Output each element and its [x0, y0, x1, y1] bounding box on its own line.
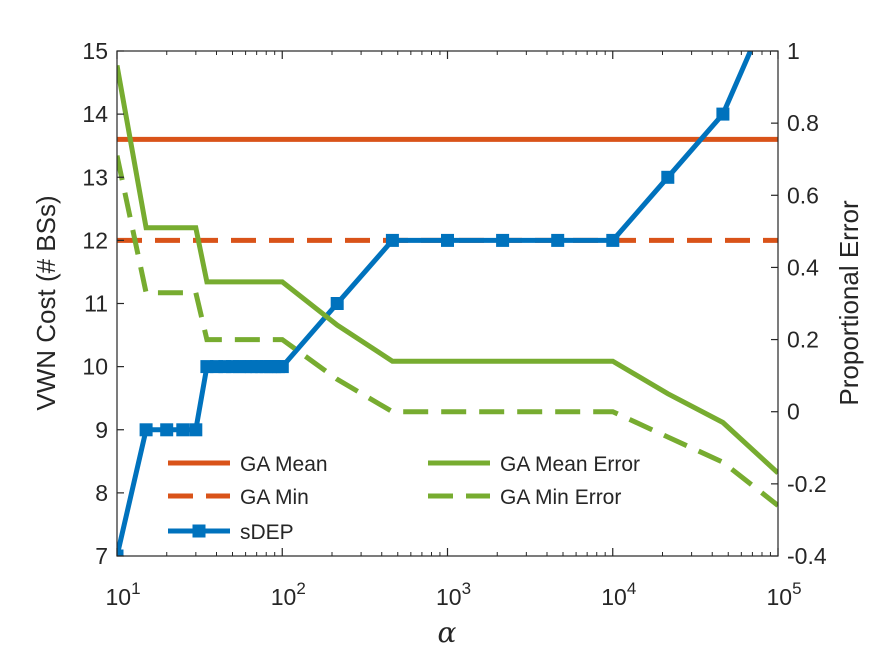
y-right-tick-label: 0.2: [787, 327, 819, 353]
sdep-marker-point: [385, 233, 399, 247]
sdep-marker-point: [189, 423, 203, 437]
x-tick-label: 101: [105, 579, 140, 610]
legend-label-ga-min-error: GA Min Error: [500, 486, 621, 509]
y-right-tick-label: 0: [787, 399, 800, 425]
sdep-marker-point: [117, 549, 124, 556]
y-left-tick-label: 11: [84, 291, 108, 317]
y-left-tick-label: 9: [95, 417, 108, 443]
x-axis-title: α: [438, 616, 457, 649]
sdep-marker-point: [661, 170, 675, 184]
y-left-tick-label: 15: [82, 38, 108, 64]
sdep-marker-point: [606, 233, 620, 247]
series-line-ga-min-error: [117, 155, 778, 508]
y-right-tick-label: 0.8: [787, 110, 819, 136]
y-right-tick-label: 0.4: [787, 254, 819, 280]
sdep-marker-point: [716, 107, 730, 121]
y-axis-right-title: Proportional Error: [834, 200, 864, 406]
x-tick-label: 103: [436, 579, 471, 610]
sdep-marker-point: [330, 297, 344, 310]
y-right-tick-label: 1: [787, 38, 800, 64]
sdep-marker-point: [139, 423, 153, 437]
x-tick-label: 104: [601, 579, 636, 610]
y-axis-left-title: VWN Cost (# BSs): [31, 195, 61, 410]
legend-label-ga-mean-error: GA Mean Error: [500, 453, 640, 476]
sdep-marker-point: [496, 233, 510, 247]
sdep-marker-point: [160, 423, 174, 437]
y-right-tick-label: -0.4: [787, 543, 827, 569]
y-left-tick-label: 7: [95, 543, 108, 569]
sdep-marker-point: [551, 233, 565, 247]
y-right-tick-label: 0.6: [787, 182, 819, 208]
y-left-tick-label: 10: [82, 354, 108, 380]
x-tick-label: 102: [271, 579, 306, 610]
y-right-tick-label: -0.2: [787, 471, 827, 497]
sdep-marker-point: [275, 360, 289, 374]
legend-label-ga-mean: GA Mean: [240, 453, 328, 476]
y-left-tick-label: 14: [82, 101, 108, 127]
x-tick-label: 105: [766, 579, 801, 610]
sdep-marker-point: [176, 423, 190, 437]
y-left-tick-label: 13: [82, 164, 108, 190]
legend-label-ga-min: GA Min: [240, 486, 309, 509]
y-left-tick-label: 12: [82, 227, 108, 253]
sdep-marker-point: [441, 233, 454, 247]
legend-label-sdep: sDEP: [240, 521, 294, 544]
series-line-ga-mean-error: [117, 64, 778, 475]
legend-marker-sdep: [192, 524, 206, 538]
y-left-tick-label: 8: [95, 480, 108, 506]
plot-area: [117, 51, 778, 556]
